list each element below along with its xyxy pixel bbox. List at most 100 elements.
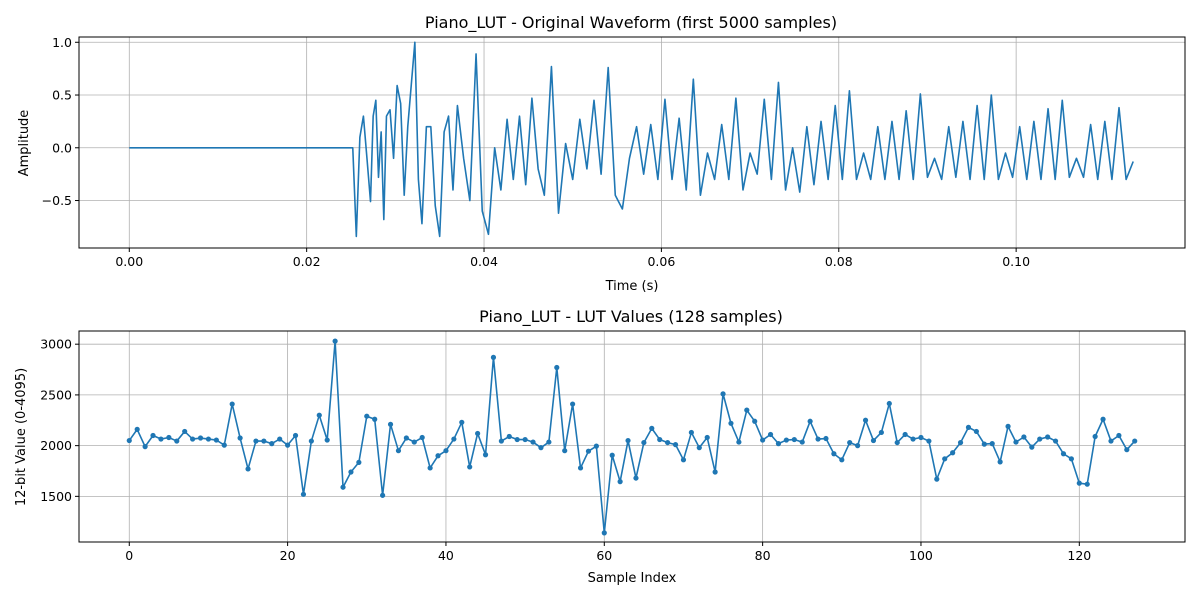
lut-point [221,442,227,448]
x-tick-label: 0.02 [293,254,321,269]
lut-point [1116,432,1122,439]
x-tick-label: 0.00 [115,254,143,269]
lut-point [807,418,813,424]
lut-point [340,484,346,490]
lut-point [522,436,528,443]
lut-point [570,401,576,407]
lut-point [633,475,639,481]
y-tick-label: −0.5 [42,193,72,208]
lut-point [197,435,204,441]
lut-point [965,424,972,430]
lut-point [498,438,504,444]
lut-point [261,438,267,444]
lut-point [752,418,758,424]
lut-point [973,428,979,435]
lut-point [744,407,750,413]
lut-point [451,436,457,442]
x-tick-label: 0.06 [647,254,675,269]
x-tick-label: 40 [438,548,454,563]
lut-point [855,443,861,449]
lut-point [704,434,710,441]
lut-point [467,464,473,470]
lut-point [823,435,829,442]
lut-point [411,439,417,445]
waveform-y-axis-label: Amplitude [17,110,32,177]
lut-point [174,438,180,444]
x-tick-label: 0 [125,548,133,563]
lut-point [926,438,932,444]
lut-grid [79,331,1185,542]
lut-point [1029,444,1035,450]
lut-point [1045,434,1051,440]
lut-point [815,436,821,442]
y-tick-label: 0.5 [52,88,72,103]
lut-point [760,437,766,443]
lut-point [1076,480,1082,486]
lut-point [142,444,148,450]
x-tick-label: 120 [1067,548,1091,563]
lut-point [443,448,449,454]
lut-point [562,448,568,454]
waveform-title: Piano_LUT - Original Waveform (first 500… [425,13,837,33]
lut-point [601,530,607,536]
lut-point [300,491,307,497]
lut-point [245,466,251,472]
lut-point [617,479,623,485]
lut-series-markers [126,338,1138,536]
waveform-axes-frame [78,36,1186,249]
lut-point [862,417,869,423]
lut-point [316,412,322,418]
waveform-subplot: Piano_LUT - Original Waveform (first 500… [17,13,1186,294]
lut-point [577,465,584,471]
waveform-y-ticks: −0.5 0.0 0.5 1.0 [42,35,79,208]
lut-point [1037,436,1043,442]
lut-point [1013,439,1019,445]
lut-point [150,432,156,439]
lut-point [372,416,378,422]
lut-point [831,451,837,457]
lut-point [514,436,520,443]
lut-x-axis-label: Sample Index [588,571,677,586]
lut-point [942,456,948,462]
lut-point [126,437,132,444]
lut-point [285,442,291,448]
lut-point [767,431,774,438]
y-tick-label: 1500 [40,489,72,504]
lut-point [593,443,599,449]
lut-point [1108,438,1114,444]
lut-point [506,433,512,440]
lut-point [427,465,433,471]
lut-point [134,426,140,432]
lut-point [997,459,1003,465]
lut-point [554,364,560,371]
lut-point [657,436,663,443]
lut-point [665,439,671,446]
lut-point [435,453,441,459]
lut-point [625,437,631,444]
lut-point [609,452,615,458]
lut-point [775,441,782,447]
lut-point [712,469,718,475]
lut-point [348,469,354,475]
lut-point [1092,433,1098,440]
lut-point [380,492,386,498]
lut-point [870,437,877,444]
lut-point [205,436,212,442]
lut-point [989,441,995,447]
lut-point [269,441,275,447]
waveform-x-axis-label: Time (s) [605,279,659,294]
x-tick-label: 80 [755,548,771,563]
lut-point [277,436,283,442]
lut-point [950,450,956,456]
lut-point [490,354,497,360]
lut-point [1021,434,1027,440]
y-tick-label: 2000 [40,438,72,453]
lut-point [158,436,164,442]
lut-point [649,425,655,431]
x-tick-label: 0.04 [470,254,498,269]
lut-point [886,400,892,407]
lut-subplot: Piano_LUT - LUT Values (128 samples) 0 20… [14,307,1186,586]
lut-point [847,439,853,446]
lut-point [783,437,789,443]
